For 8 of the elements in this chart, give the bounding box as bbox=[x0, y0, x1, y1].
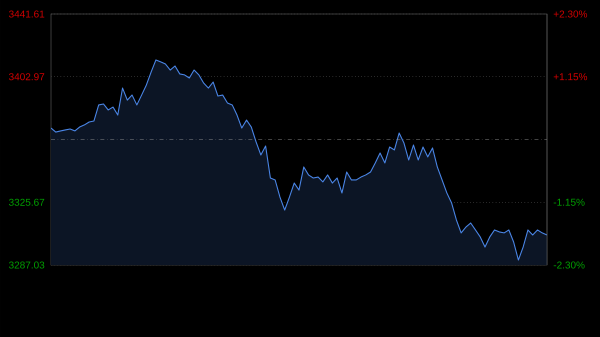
y2-tick-label: +1.15% bbox=[554, 73, 588, 80]
y-tick-label: 3441.61 bbox=[8, 10, 44, 18]
y-tick-label: 3325.67 bbox=[8, 198, 44, 206]
y2-tick-label: +2.30% bbox=[554, 10, 588, 18]
y-tick-label: 3287.03 bbox=[8, 261, 44, 269]
y-tick-label: 3402.97 bbox=[8, 73, 44, 80]
y2-tick-label: -2.30% bbox=[554, 261, 585, 269]
y2-tick-label: -1.15% bbox=[554, 198, 585, 206]
